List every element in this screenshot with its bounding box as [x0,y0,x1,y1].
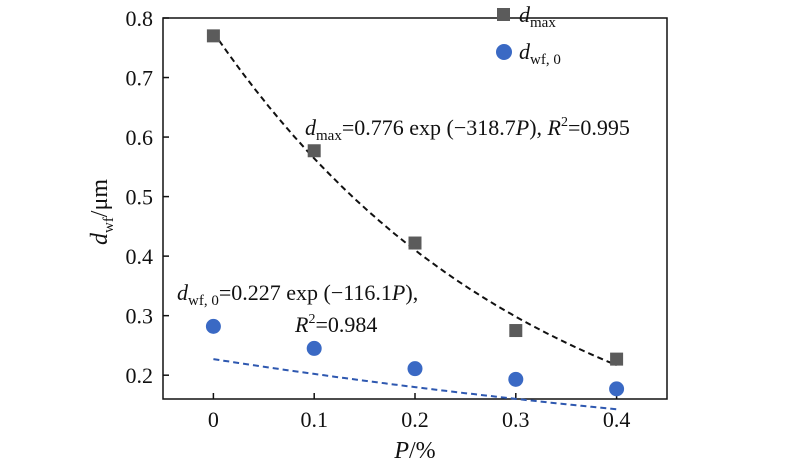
x-tick-label: 0.2 [401,407,429,432]
fit-curve-dwf0 [213,358,617,411]
y-axis-title: dwf/μm [87,179,117,245]
point-dmax [610,352,624,366]
x-tick-label: 0.3 [502,407,530,432]
x-axis-title: P/% [393,438,435,464]
point-dwf0 [508,371,524,387]
y-tick-label: 0.2 [126,363,154,388]
fit-equation-dmax: dmax=0.776 exp (−318.7P), R2=0.995 [305,115,630,144]
y-tick-label: 0.7 [126,66,154,91]
y-axis-ticks: 0.2 0.3 0.4 0.5 0.6 0.7 0.8 [126,6,169,388]
point-dwf0 [205,318,221,334]
point-dmax [509,324,523,338]
x-tick-label: 0.4 [603,407,631,432]
legend: dmax dwf, 0 [496,2,561,68]
fit-equation-dwf0: dwf, 0=0.227 exp (−116.1P), [177,280,418,309]
data-markers [205,29,625,397]
y-tick-label: 0.6 [126,125,154,150]
legend-label-dwf0: dwf, 0 [519,39,561,68]
y-tick-label: 0.8 [126,6,154,31]
point-dmax [408,236,422,250]
y-tick-label: 0.5 [126,185,154,210]
point-dwf0 [306,340,322,356]
x-tick-label: 0.1 [300,407,328,432]
y-tick-label: 0.3 [126,304,154,329]
y-tick-label: 0.4 [126,244,154,269]
point-dwf0 [609,381,625,397]
legend-marker-dmax [497,8,510,21]
plot-frame [162,17,668,400]
x-axis-ticks: 0 0.1 0.2 0.3 0.4 [208,393,630,432]
legend-label-dmax: dmax [519,2,556,31]
fit-curves [212,31,617,411]
fit-r2-dwf0: R2=0.984 [294,312,377,337]
point-dmax [206,29,220,43]
point-dwf0 [407,361,423,377]
point-dmax [307,144,321,158]
fit-curve-dmax [212,31,617,367]
x-tick-label: 0 [208,407,219,432]
legend-marker-dwf0 [496,44,512,60]
